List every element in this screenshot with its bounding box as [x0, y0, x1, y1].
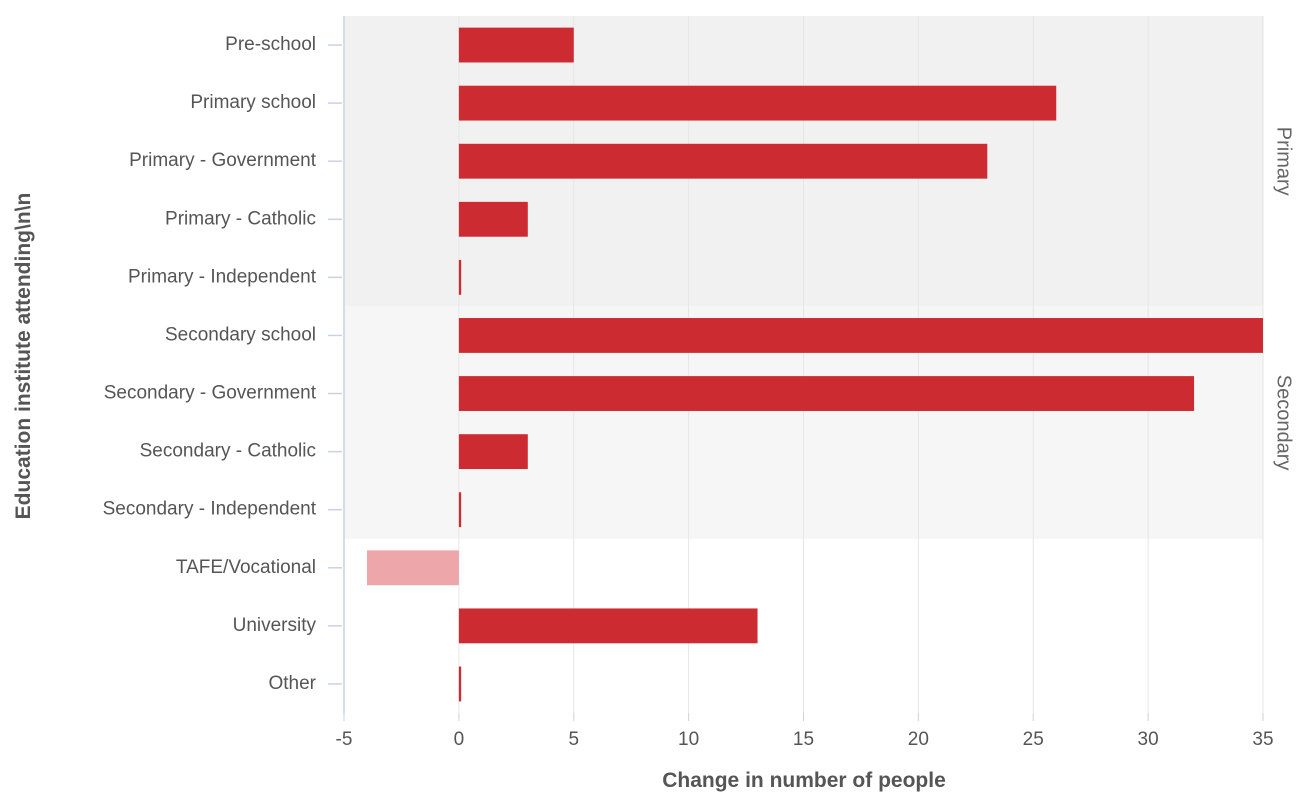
- bar-5: [458, 318, 1263, 353]
- x-tick-label-7: 30: [1138, 729, 1159, 750]
- y-tick-label-5: Secondary school: [165, 324, 316, 345]
- bar-9: [366, 550, 459, 586]
- bar-11: [458, 666, 462, 702]
- bar-7: [458, 434, 528, 470]
- y-axis-title: Education institute attending\n\n: [12, 193, 35, 520]
- bar-10: [458, 608, 758, 644]
- x-tick-label-8: 35: [1252, 729, 1273, 750]
- y-tick-label-2: Primary - Government: [129, 150, 317, 171]
- y-tick-label-10: University: [233, 615, 317, 636]
- bar-8: [458, 492, 462, 528]
- x-tick-label-6: 25: [1023, 729, 1044, 750]
- band-label-0: Primary: [1273, 127, 1295, 196]
- y-tick-label-1: Primary school: [190, 92, 316, 113]
- x-tick-label-1: 0: [454, 729, 465, 750]
- labels-layer: Primary Secondary -5 0 5 10 15 20 25 30 35 Pre-scho…: [103, 34, 1295, 750]
- bar-4: [458, 259, 462, 295]
- y-tick-label-7: Secondary - Catholic: [140, 441, 316, 462]
- y-tick-label-6: Secondary - Government: [104, 383, 317, 404]
- band-label-1: Secondary: [1273, 375, 1295, 471]
- bar-1: [458, 85, 1057, 121]
- x-tick-label-0: -5: [336, 729, 353, 750]
- y-tick-label-8: Secondary - Independent: [103, 499, 317, 520]
- bar-2: [458, 143, 988, 179]
- y-tick-label-9: TAFE/Vocational: [176, 557, 316, 578]
- x-tick-label-5: 20: [908, 729, 929, 750]
- axis-layer: [328, 16, 1264, 721]
- x-tick-label-3: 10: [678, 729, 699, 750]
- bars-layer: [366, 27, 1263, 702]
- grid-layer: [343, 16, 1264, 713]
- bar-6: [458, 376, 1195, 411]
- bar-3: [458, 201, 528, 237]
- bar-0: [458, 27, 574, 63]
- y-tick-label-3: Primary - Catholic: [165, 208, 316, 229]
- x-tick-label-2: 5: [568, 729, 579, 750]
- y-tick-label-4: Primary - Independent: [128, 266, 317, 287]
- y-tick-label-0: Pre-school: [225, 34, 316, 55]
- x-axis-title: Change in number of people: [662, 769, 946, 792]
- y-tick-label-11: Other: [268, 673, 316, 694]
- x-tick-label-4: 15: [793, 729, 814, 750]
